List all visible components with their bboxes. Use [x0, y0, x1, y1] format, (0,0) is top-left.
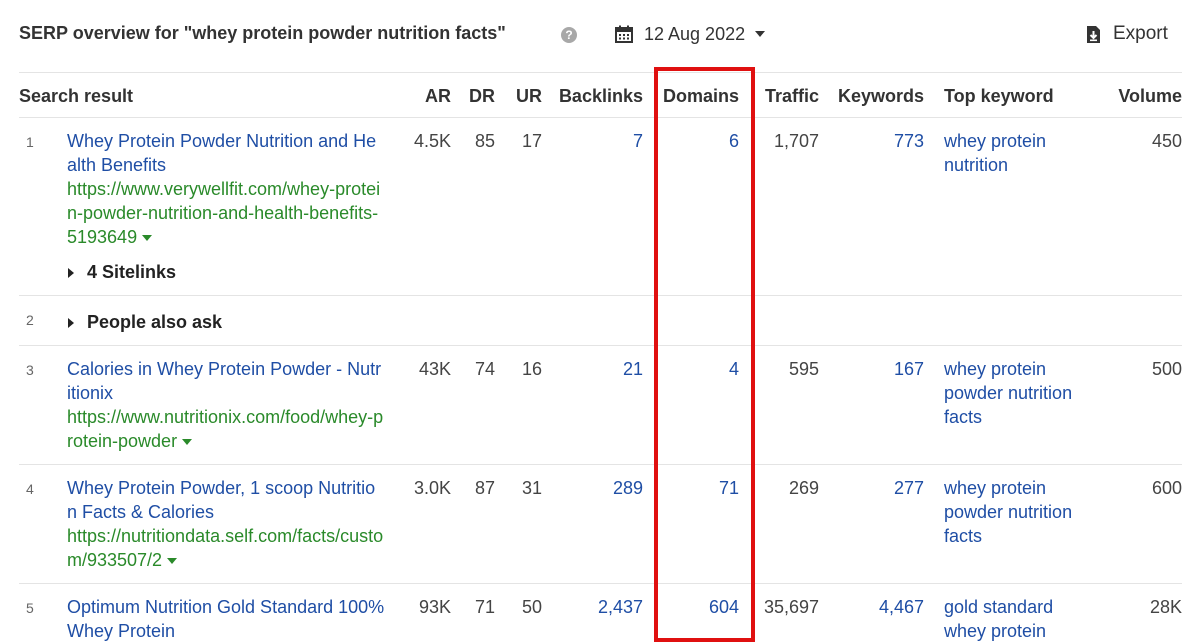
- caret-down-icon[interactable]: [167, 558, 178, 565]
- row-divider: [19, 295, 1182, 296]
- cell-traffic: 269: [788, 478, 819, 498]
- cell-top-keyword[interactable]: whey protein nutrition: [944, 131, 1047, 175]
- cell-keywords[interactable]: 167: [893, 359, 924, 379]
- page-header: SERP overview for "whey protein powder n…: [0, 0, 1200, 70]
- row-number: 1: [26, 134, 34, 150]
- export-label: Export: [1113, 23, 1168, 44]
- result-url[interactable]: https://www.verywellfit.com/whey-protein…: [67, 179, 381, 247]
- row-divider: [19, 117, 1182, 118]
- result-url[interactable]: https://www.nutritionix.com/food/whey-pr…: [67, 407, 384, 451]
- date-picker[interactable]: 12 Aug 2022: [615, 21, 766, 47]
- calendar-icon: [615, 25, 633, 43]
- caret-down-icon[interactable]: [182, 439, 193, 446]
- export-button[interactable]: Export: [1085, 21, 1168, 47]
- cell-backlinks[interactable]: 2,437: [597, 597, 643, 617]
- row-number: 4: [26, 481, 34, 497]
- result-title[interactable]: Optimum Nutrition Gold Standard 100% Whe…: [67, 597, 385, 641]
- column-header-top-keyword[interactable]: Top keyword: [944, 86, 1054, 106]
- cell-domains[interactable]: 71: [718, 478, 739, 498]
- cell-domains[interactable]: 4: [728, 359, 739, 379]
- cell-ur: 50: [521, 597, 542, 617]
- cell-backlinks[interactable]: 289: [612, 478, 643, 498]
- column-header-search-result[interactable]: Search result: [19, 86, 134, 106]
- column-header-domains[interactable]: Domains: [662, 86, 739, 106]
- cell-volume: 600: [1151, 478, 1182, 498]
- row-divider: [19, 583, 1182, 584]
- result-title-link[interactable]: Whey Protein Powder Nutrition and Health…: [67, 129, 385, 249]
- cell-traffic: 1,707: [773, 131, 819, 151]
- cell-ar: 93K: [418, 597, 451, 617]
- people-also-ask-label: People also ask: [87, 312, 223, 332]
- domains-column-highlight: [654, 67, 755, 642]
- cell-keywords[interactable]: 4,467: [878, 597, 924, 617]
- result-title[interactable]: Calories in Whey Protein Powder - Nutrit…: [67, 359, 382, 403]
- cell-ur: 17: [521, 131, 542, 151]
- people-also-ask-toggle[interactable]: People also ask: [68, 312, 222, 333]
- result-title[interactable]: Whey Protein Powder, 1 scoop Nutrition F…: [67, 478, 376, 522]
- row-divider: [19, 464, 1182, 465]
- column-header-backlinks[interactable]: Backlinks: [558, 86, 643, 106]
- cell-keywords[interactable]: 773: [893, 131, 924, 151]
- row-number: 3: [26, 362, 34, 378]
- result-title-link[interactable]: Calories in Whey Protein Powder - Nutrit…: [67, 357, 385, 453]
- column-header-keywords[interactable]: Keywords: [837, 86, 924, 106]
- cell-dr: 74: [474, 359, 495, 379]
- table-top-divider: [19, 72, 1182, 73]
- column-header-ar[interactable]: AR: [425, 86, 451, 106]
- cell-ar: 3.0K: [413, 478, 451, 498]
- download-file-icon: [1087, 25, 1100, 43]
- column-header-traffic[interactable]: Traffic: [764, 86, 819, 106]
- cell-ar: 4.5K: [413, 131, 451, 151]
- cell-ur: 16: [521, 359, 542, 379]
- cell-volume: 500: [1151, 359, 1182, 379]
- triangle-right-icon: [68, 267, 74, 278]
- cell-top-keyword[interactable]: gold standard whey protein: [944, 597, 1054, 641]
- row-number: 2: [26, 312, 34, 328]
- sitelinks-label: 4 Sitelinks: [87, 262, 177, 282]
- row-number: 5: [26, 600, 34, 616]
- cell-ar: 43K: [418, 359, 451, 379]
- column-header-volume[interactable]: Volume: [1118, 86, 1182, 106]
- result-title-link[interactable]: Whey Protein Powder, 1 scoop Nutrition F…: [67, 476, 385, 572]
- chevron-down-icon: [755, 31, 766, 37]
- cell-dr: 87: [474, 478, 495, 498]
- cell-domains[interactable]: 6: [728, 131, 739, 151]
- cell-keywords[interactable]: 277: [893, 478, 924, 498]
- cell-domains[interactable]: 604: [708, 597, 739, 617]
- result-title[interactable]: Whey Protein Powder Nutrition and Health…: [67, 131, 377, 175]
- row-divider: [19, 345, 1182, 346]
- cell-dr: 71: [474, 597, 495, 617]
- cell-backlinks[interactable]: 7: [632, 131, 643, 151]
- sitelinks-toggle[interactable]: 4 Sitelinks: [68, 262, 176, 283]
- cell-top-keyword[interactable]: whey protein powder nutrition facts: [944, 478, 1073, 546]
- cell-top-keyword[interactable]: whey protein powder nutrition facts: [944, 359, 1073, 427]
- cell-dr: 85: [474, 131, 495, 151]
- result-title-link[interactable]: Optimum Nutrition Gold Standard 100% Whe…: [67, 595, 385, 643]
- cell-ur: 31: [521, 478, 542, 498]
- caret-down-icon[interactable]: [142, 235, 153, 242]
- cell-traffic: 35,697: [763, 597, 819, 617]
- cell-volume: 28K: [1149, 597, 1182, 617]
- question-circle-icon[interactable]: ?: [561, 27, 577, 43]
- cell-backlinks[interactable]: 21: [622, 359, 643, 379]
- column-header-dr[interactable]: DR: [469, 86, 495, 106]
- triangle-right-icon: [68, 317, 74, 328]
- result-url[interactable]: https://nutritiondata.self.com/facts/cus…: [67, 526, 384, 570]
- cell-traffic: 595: [788, 359, 819, 379]
- page-title: SERP overview for "whey protein powder n…: [19, 23, 506, 43]
- date-value: 12 Aug 2022: [644, 23, 746, 44]
- cell-volume: 450: [1151, 131, 1182, 151]
- column-header-ur[interactable]: UR: [516, 86, 542, 106]
